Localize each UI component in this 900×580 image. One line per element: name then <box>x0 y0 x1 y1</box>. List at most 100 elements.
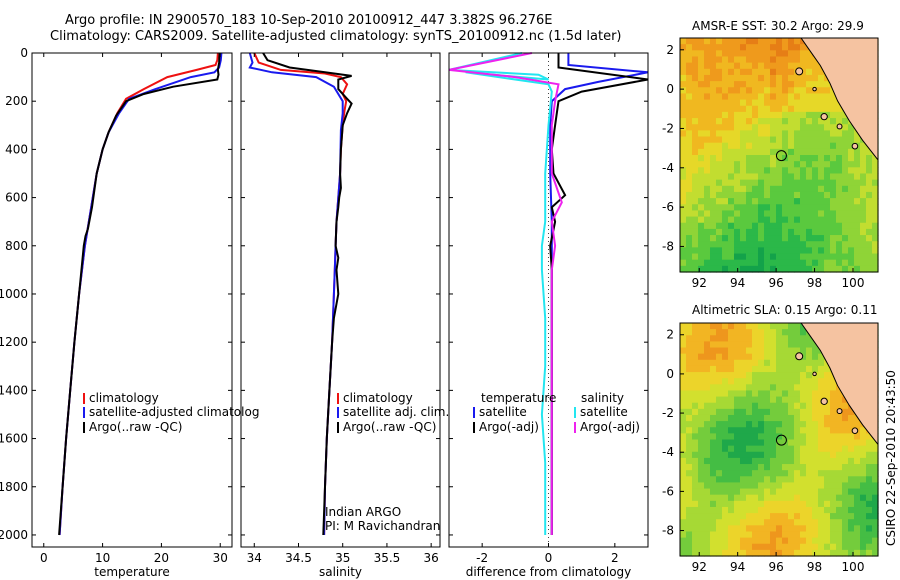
heatmap-cell <box>722 105 729 113</box>
heatmap-cell <box>686 476 693 484</box>
heatmap-cell <box>800 241 807 248</box>
heatmap-cell <box>812 265 819 273</box>
heatmap-cell <box>782 488 789 496</box>
heatmap-cell <box>866 537 873 545</box>
heatmap-cell <box>758 253 765 261</box>
heatmap-cell <box>770 136 777 144</box>
heatmap-cell <box>776 439 783 447</box>
heatmap-cell <box>788 549 795 557</box>
heatmap-cell <box>776 204 783 212</box>
heatmap-cell <box>860 433 867 441</box>
heatmap-cell <box>866 451 873 459</box>
heatmap-cell <box>692 167 699 175</box>
heatmap-cell <box>764 87 771 95</box>
heatmap-cell <box>830 543 837 551</box>
heatmap-cell <box>812 62 819 70</box>
heatmap-cell <box>758 124 765 131</box>
heatmap-cell <box>800 124 807 131</box>
heatmap-cell <box>782 87 789 95</box>
heatmap-cell <box>758 241 765 248</box>
heatmap-cell <box>698 62 705 70</box>
map-x-tick-label: 92 <box>692 276 707 290</box>
heatmap-cell <box>806 543 813 551</box>
heatmap-cell <box>824 105 831 113</box>
heatmap-cell <box>800 74 807 82</box>
heatmap-cell <box>824 408 831 416</box>
heatmap-cell <box>860 451 867 459</box>
heatmap-cell <box>698 136 705 144</box>
heatmap-cell <box>710 87 717 95</box>
heatmap-cell <box>680 265 687 273</box>
heatmap-cell <box>854 476 861 484</box>
heatmap-cell <box>752 506 759 514</box>
heatmap-cell <box>836 433 843 441</box>
heatmap-cell <box>740 433 747 441</box>
heatmap-cell <box>722 519 729 526</box>
heatmap-cell <box>818 247 825 255</box>
heatmap-cell <box>734 44 741 51</box>
heatmap-cell <box>818 482 825 490</box>
heatmap-cell <box>770 372 777 379</box>
heatmap-cell <box>698 148 705 156</box>
heatmap-cell <box>776 179 783 187</box>
heatmap-cell <box>770 210 777 218</box>
heatmap-cell <box>716 161 723 168</box>
heatmap-cell <box>728 167 735 175</box>
heatmap-cell <box>716 228 723 236</box>
heatmap-cell <box>764 427 771 434</box>
heatmap-cell <box>836 118 843 125</box>
heatmap-cell <box>836 259 843 267</box>
heatmap-cell <box>770 56 777 64</box>
heatmap-cell <box>836 402 843 410</box>
heatmap-cell <box>782 402 789 410</box>
heatmap-cell <box>824 142 831 150</box>
heatmap-cell <box>746 130 753 138</box>
heatmap-cell <box>722 537 729 545</box>
heatmap-cell <box>764 543 771 551</box>
heatmap-cell <box>716 525 723 533</box>
heatmap-cell <box>770 130 777 138</box>
heatmap-cell <box>698 216 705 224</box>
heatmap-cell <box>848 451 855 459</box>
heatmap-cell <box>788 470 795 477</box>
heatmap-cell <box>842 519 849 526</box>
heatmap-cell <box>842 222 849 230</box>
heatmap-cell <box>806 241 813 248</box>
heatmap-cell <box>728 445 735 453</box>
heatmap-cell <box>758 543 765 551</box>
heatmap-cell <box>812 216 819 224</box>
heatmap-cell <box>770 347 777 355</box>
heatmap-cell <box>776 87 783 95</box>
heatmap-cell <box>686 335 693 342</box>
heatmap-cell <box>746 390 753 398</box>
y-tick-label: 2000 <box>0 528 28 542</box>
heatmap-cell <box>728 506 735 514</box>
heatmap-cell <box>830 111 837 119</box>
heatmap-cell <box>776 99 783 107</box>
heatmap-cell <box>764 365 771 373</box>
heatmap-cell <box>842 210 849 218</box>
heatmap-cell <box>740 470 747 477</box>
heatmap-cell <box>680 464 687 471</box>
heatmap-cell <box>782 130 789 138</box>
heatmap-cell <box>776 525 783 533</box>
heatmap-cell <box>692 44 699 51</box>
heatmap-cell <box>806 216 813 224</box>
heatmap-cell <box>818 488 825 496</box>
heatmap-cell <box>794 519 801 526</box>
heatmap-cell <box>716 247 723 255</box>
heatmap-cell <box>746 38 753 45</box>
heatmap-cell <box>842 204 849 212</box>
heatmap-cell <box>686 253 693 261</box>
heatmap-cell <box>692 506 699 514</box>
heatmap-cell <box>782 247 789 255</box>
heatmap-cell <box>854 464 861 471</box>
heatmap-cell <box>812 210 819 218</box>
heatmap-cell <box>722 56 729 64</box>
heatmap-cell <box>740 494 747 502</box>
heatmap-cell <box>746 161 753 168</box>
heatmap-cell <box>680 87 687 95</box>
heatmap-cell <box>764 445 771 453</box>
heatmap-cell <box>746 155 753 162</box>
heatmap-cell <box>782 329 789 336</box>
